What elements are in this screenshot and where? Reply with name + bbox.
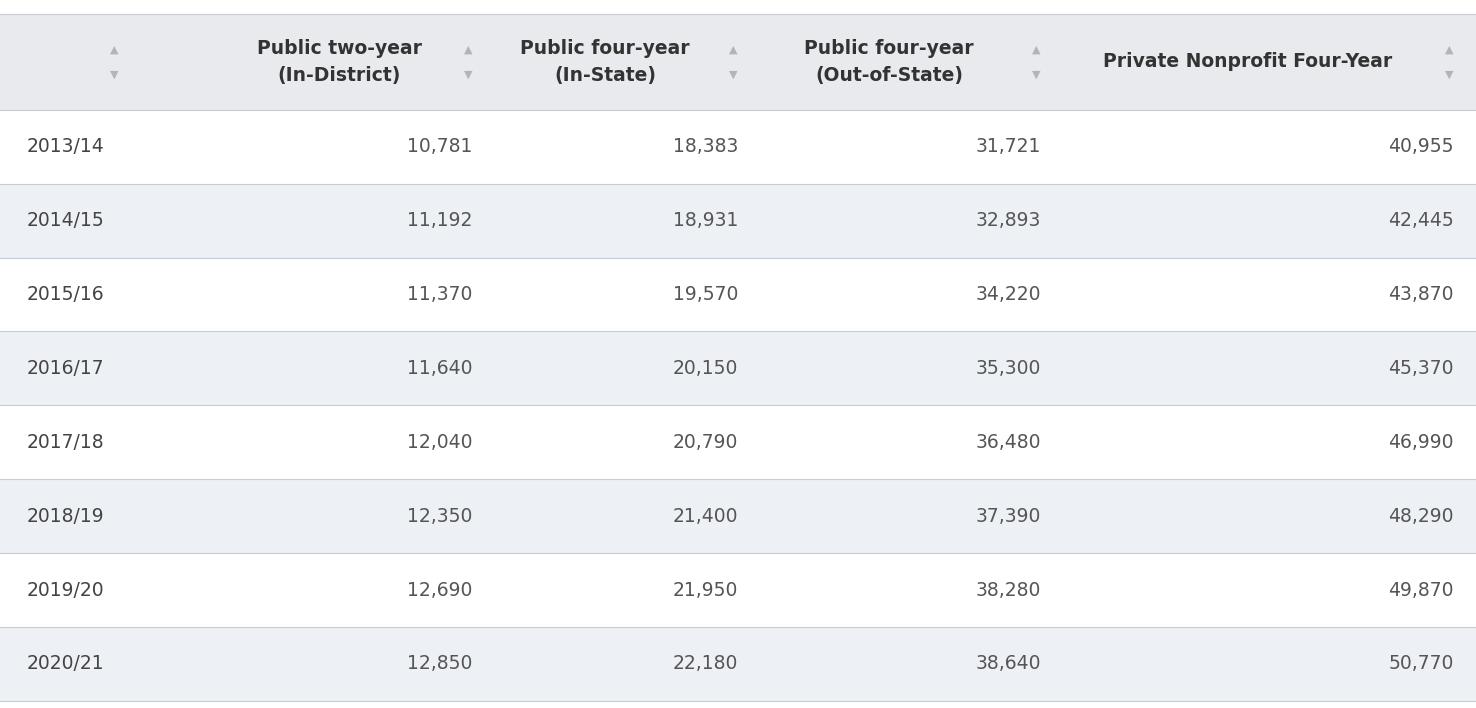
Text: 12,850: 12,850 xyxy=(407,654,472,673)
Text: 43,870: 43,870 xyxy=(1389,285,1454,304)
Text: ▲: ▲ xyxy=(111,44,118,55)
Text: 21,950: 21,950 xyxy=(673,581,738,600)
Bar xyxy=(0,110,1476,183)
Text: Public four-year
(Out-of-State): Public four-year (Out-of-State) xyxy=(804,39,974,85)
Text: 35,300: 35,300 xyxy=(976,359,1041,378)
Text: 31,721: 31,721 xyxy=(976,137,1041,156)
Text: 40,955: 40,955 xyxy=(1389,137,1454,156)
Text: 46,990: 46,990 xyxy=(1389,433,1454,452)
Text: 11,640: 11,640 xyxy=(407,359,472,378)
Text: 21,400: 21,400 xyxy=(673,507,738,525)
Text: 2017/18: 2017/18 xyxy=(27,433,105,452)
Text: 36,480: 36,480 xyxy=(976,433,1041,452)
Text: 2016/17: 2016/17 xyxy=(27,359,105,378)
Text: ▲: ▲ xyxy=(1445,44,1454,55)
Text: 11,370: 11,370 xyxy=(407,285,472,304)
Bar xyxy=(0,183,1476,258)
Text: ▲: ▲ xyxy=(463,44,472,55)
Text: ▼: ▼ xyxy=(1032,69,1041,80)
Text: 48,290: 48,290 xyxy=(1389,507,1454,525)
Bar xyxy=(0,331,1476,405)
Text: ▼: ▼ xyxy=(729,69,738,80)
Text: ▼: ▼ xyxy=(1445,69,1454,80)
Bar xyxy=(0,405,1476,479)
Text: 12,690: 12,690 xyxy=(407,581,472,600)
Text: 34,220: 34,220 xyxy=(976,285,1041,304)
Text: 2014/15: 2014/15 xyxy=(27,211,105,230)
Text: 2018/19: 2018/19 xyxy=(27,507,105,525)
Text: 18,931: 18,931 xyxy=(673,211,738,230)
Text: 10,781: 10,781 xyxy=(407,137,472,156)
Bar xyxy=(0,14,1476,110)
Text: 38,280: 38,280 xyxy=(976,581,1041,600)
Text: 38,640: 38,640 xyxy=(976,654,1041,673)
Text: 37,390: 37,390 xyxy=(976,507,1041,525)
Bar xyxy=(0,627,1476,701)
Bar xyxy=(0,553,1476,627)
Text: 2013/14: 2013/14 xyxy=(27,137,105,156)
Text: 45,370: 45,370 xyxy=(1389,359,1454,378)
Text: 19,570: 19,570 xyxy=(673,285,738,304)
Text: 2019/20: 2019/20 xyxy=(27,581,105,600)
Text: 2015/16: 2015/16 xyxy=(27,285,105,304)
Text: Public two-year
(In-District): Public two-year (In-District) xyxy=(257,39,422,85)
Text: 49,870: 49,870 xyxy=(1389,581,1454,600)
Text: ▲: ▲ xyxy=(1032,44,1041,55)
Text: 20,150: 20,150 xyxy=(673,359,738,378)
Bar xyxy=(0,258,1476,331)
Text: ▲: ▲ xyxy=(729,44,738,55)
Text: 12,350: 12,350 xyxy=(407,507,472,525)
Text: 18,383: 18,383 xyxy=(673,137,738,156)
Text: ▼: ▼ xyxy=(111,69,118,80)
Text: 2020/21: 2020/21 xyxy=(27,654,105,673)
Text: 42,445: 42,445 xyxy=(1387,211,1454,230)
Text: 11,192: 11,192 xyxy=(407,211,472,230)
Text: 50,770: 50,770 xyxy=(1389,654,1454,673)
Text: 22,180: 22,180 xyxy=(673,654,738,673)
Text: 20,790: 20,790 xyxy=(673,433,738,452)
Text: Private Nonprofit Four-Year: Private Nonprofit Four-Year xyxy=(1103,52,1392,72)
Text: ▼: ▼ xyxy=(463,69,472,80)
Text: Public four-year
(In-State): Public four-year (In-State) xyxy=(521,39,689,85)
Bar xyxy=(0,479,1476,553)
Text: 12,040: 12,040 xyxy=(407,433,472,452)
Text: 32,893: 32,893 xyxy=(976,211,1041,230)
